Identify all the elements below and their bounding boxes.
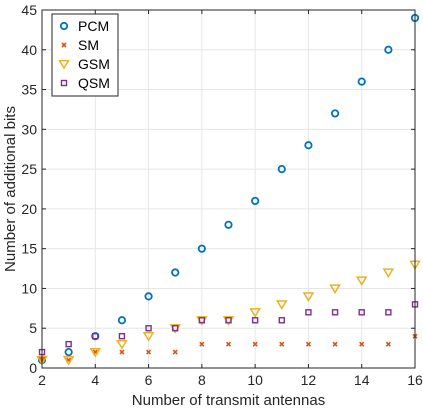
- point-pcm: [171, 268, 180, 277]
- point-gsm: [382, 268, 395, 279]
- axis-ticks: 2 4 6 8 10 12 14 16 0 5 10 15 20 25 30 35 40 45: [21, 2, 423, 388]
- point-qsm: [172, 325, 179, 332]
- point-sm: [146, 349, 152, 355]
- point-sm: [252, 341, 258, 347]
- plot-area-border: [41, 9, 416, 369]
- y-tick-label: 10: [21, 280, 37, 296]
- legend-box: [51, 13, 119, 97]
- point-pcm: [197, 244, 206, 253]
- point-sm: [119, 349, 125, 355]
- point-pcm: [357, 77, 366, 86]
- point-gsm: [116, 340, 128, 350]
- y-tick-label: 40: [21, 42, 37, 58]
- point-pcm: [144, 292, 153, 301]
- point-qsm: [358, 309, 365, 316]
- point-pcm: [64, 347, 73, 357]
- point-gsm: [89, 347, 102, 358]
- point-pcm: [117, 316, 127, 325]
- point-qsm: [118, 332, 126, 340]
- legend-marker-pcm: [59, 21, 69, 31]
- point-pcm: [304, 141, 313, 150]
- legend-marker-sm: [61, 42, 67, 48]
- point-sm: [385, 341, 391, 347]
- legend-label-qsm: QSM: [78, 75, 110, 91]
- x-tick-label: 4: [91, 372, 99, 388]
- point-qsm: [145, 325, 152, 332]
- y-tick-label: 45: [21, 2, 37, 18]
- point-qsm: [251, 317, 259, 324]
- y-tick-label: 35: [21, 82, 37, 98]
- x-tick-label: 16: [407, 372, 423, 388]
- y-tick-label: 5: [29, 320, 37, 336]
- point-gsm: [302, 292, 315, 302]
- x-tick-label: 14: [354, 372, 370, 388]
- point-qsm: [225, 317, 232, 324]
- y-tick-label: 25: [21, 161, 37, 177]
- x-tick-label: 2: [38, 372, 46, 388]
- legend-marker-qsm: [60, 79, 68, 87]
- y-axis-title: Number of additional bits: [2, 106, 19, 272]
- x-tick-label: 12: [301, 372, 317, 388]
- y-tick-label: 20: [21, 201, 37, 217]
- legend-marker-gsm: [58, 59, 70, 70]
- point-pcm: [384, 45, 393, 54]
- point-gsm: [249, 308, 261, 318]
- y-tick-label: 0: [29, 360, 37, 376]
- point-pcm: [224, 220, 233, 229]
- legend-label-gsm: GSM: [78, 56, 110, 72]
- point-sm: [359, 341, 365, 347]
- point-qsm: [385, 309, 392, 316]
- point-pcm: [277, 165, 286, 174]
- point-sm: [225, 341, 232, 347]
- x-tick-label: 6: [145, 372, 153, 388]
- point-qsm: [305, 309, 312, 316]
- point-sm: [172, 349, 178, 355]
- legend-label-pcm: PCM: [78, 18, 109, 34]
- point-pcm: [251, 196, 260, 206]
- point-sm: [305, 341, 311, 347]
- point-sm: [332, 341, 338, 347]
- point-gsm: [275, 300, 288, 310]
- legend: PCM SM GSM QSM: [51, 13, 119, 97]
- point-qsm: [331, 309, 339, 316]
- point-qsm: [198, 317, 206, 324]
- legend-label-sm: SM: [78, 37, 99, 53]
- point-qsm: [92, 332, 99, 340]
- point-gsm: [62, 355, 75, 366]
- point-gsm: [355, 276, 368, 286]
- point-gsm: [329, 284, 341, 294]
- y-tick-label: 15: [21, 241, 37, 257]
- y-tick-label: 30: [21, 121, 37, 137]
- x-tick-label: 8: [198, 372, 206, 388]
- point-sm: [199, 341, 205, 347]
- point-qsm: [278, 317, 285, 324]
- point-sm: [279, 341, 285, 347]
- point-pcm: [330, 109, 340, 118]
- x-axis-title: Number of transmit antennas: [132, 392, 325, 409]
- point-gsm: [142, 332, 155, 342]
- point-qsm: [65, 340, 72, 348]
- x-tick-label: 10: [247, 372, 263, 388]
